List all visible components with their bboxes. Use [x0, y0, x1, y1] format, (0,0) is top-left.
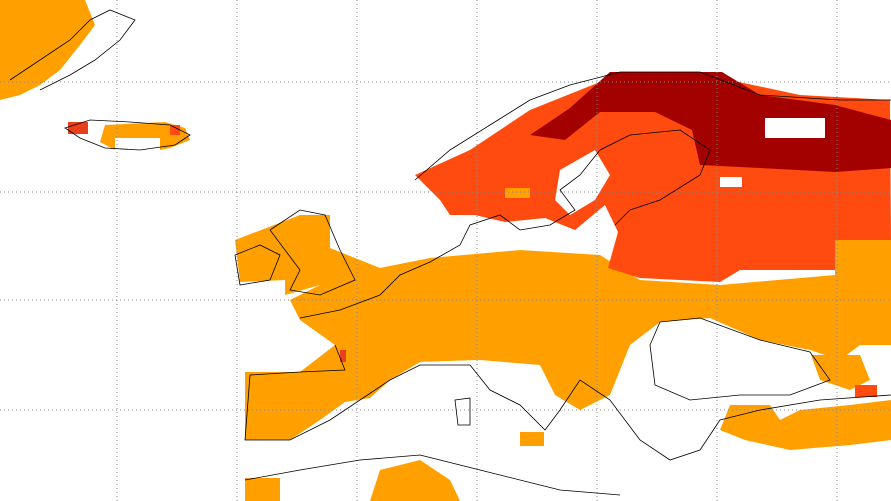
coastline [244, 454, 621, 496]
russia-gap [720, 177, 742, 187]
kola-gap [765, 118, 825, 138]
north-africa-anomaly [370, 460, 460, 501]
iceland-east-anomaly [170, 125, 180, 135]
coastline [9, 9, 136, 91]
mediterranean-gap [400, 360, 500, 400]
greenland-anomaly [0, 0, 95, 100]
anatolia-anomaly [720, 400, 891, 450]
coastline [269, 209, 356, 296]
black-sea-gap [640, 318, 820, 410]
europe-anomaly [235, 215, 891, 440]
sicily-anomaly [520, 432, 544, 446]
coastlines [9, 9, 891, 496]
iceland-west-anomaly [68, 122, 88, 134]
caucasus-anomaly [810, 355, 870, 390]
sweden-orange [505, 188, 530, 198]
arctic-anomaly [530, 72, 891, 172]
coastline [414, 71, 891, 181]
baltic-gap [555, 150, 610, 215]
biscay-red [340, 350, 346, 362]
coastline [64, 119, 191, 151]
coastline [299, 129, 711, 319]
morocco-anomaly [245, 478, 280, 501]
coastline [234, 244, 281, 286]
caucasus-red [855, 385, 877, 397]
coastline [649, 317, 831, 401]
coastline [454, 397, 471, 426]
coastline [244, 344, 891, 461]
